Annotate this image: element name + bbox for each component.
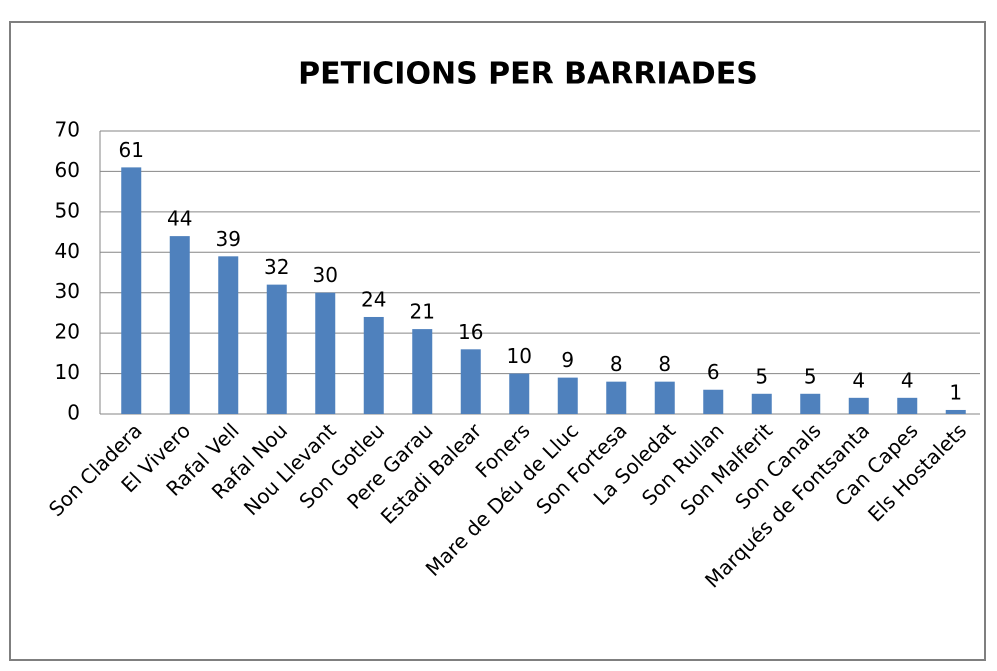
bar bbox=[945, 409, 966, 414]
data-label: 9 bbox=[561, 348, 574, 372]
bar bbox=[800, 393, 821, 414]
bar bbox=[169, 236, 190, 414]
bar bbox=[509, 373, 530, 414]
data-label: 24 bbox=[361, 287, 386, 311]
data-label: 6 bbox=[707, 360, 720, 384]
data-label: 21 bbox=[410, 300, 435, 324]
data-label: 39 bbox=[216, 227, 241, 251]
bar bbox=[703, 389, 724, 414]
data-label: 4 bbox=[901, 368, 914, 392]
bar bbox=[412, 329, 433, 414]
y-tick-label: 0 bbox=[67, 401, 80, 425]
chart-frame bbox=[9, 21, 986, 661]
bar bbox=[557, 377, 578, 414]
y-tick-label: 70 bbox=[55, 118, 80, 142]
bar bbox=[848, 397, 869, 414]
bar bbox=[315, 292, 336, 414]
data-label: 10 bbox=[507, 344, 532, 368]
y-tick-label: 10 bbox=[55, 360, 80, 384]
y-tick-label: 30 bbox=[55, 279, 80, 303]
bar bbox=[363, 316, 384, 414]
bar bbox=[266, 284, 287, 414]
y-tick-label: 50 bbox=[55, 198, 80, 222]
y-tick-label: 40 bbox=[55, 239, 80, 263]
data-label: 1 bbox=[949, 380, 962, 404]
bar bbox=[460, 349, 481, 414]
bar bbox=[606, 381, 627, 414]
chart-title: PETICIONS PER BARRIADES bbox=[298, 57, 758, 92]
bar bbox=[654, 381, 675, 414]
bar bbox=[897, 397, 918, 414]
bar bbox=[218, 256, 239, 414]
data-label: 5 bbox=[755, 364, 768, 388]
y-tick-label: 20 bbox=[55, 320, 80, 344]
data-label: 44 bbox=[167, 207, 192, 231]
data-label: 8 bbox=[610, 352, 623, 376]
data-label: 8 bbox=[658, 352, 671, 376]
data-label: 16 bbox=[458, 320, 483, 344]
data-label: 61 bbox=[119, 138, 144, 162]
bar bbox=[121, 167, 142, 414]
data-label: 5 bbox=[804, 364, 817, 388]
y-tick-label: 60 bbox=[55, 158, 80, 182]
data-label: 32 bbox=[264, 255, 289, 279]
data-label: 4 bbox=[852, 368, 865, 392]
bar bbox=[751, 393, 772, 414]
data-label: 30 bbox=[313, 263, 338, 287]
